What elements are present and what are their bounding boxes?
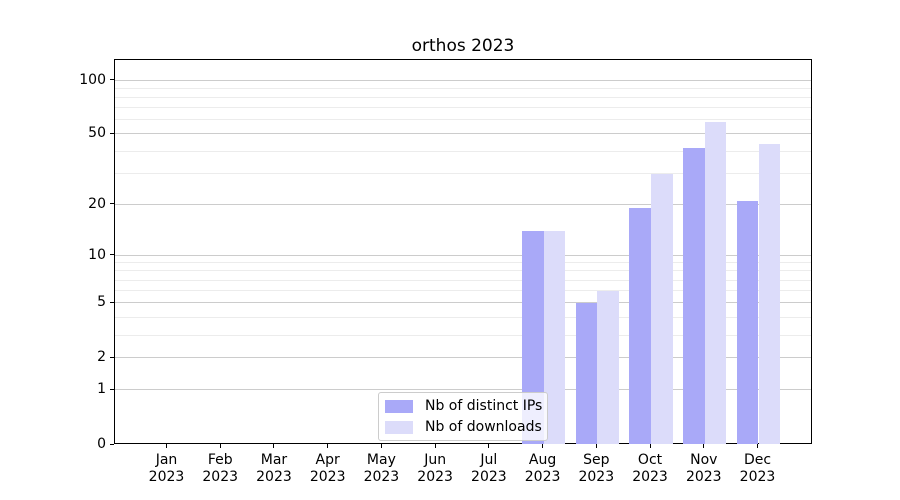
- x-tick-label-jan: Jan 2023: [148, 452, 185, 485]
- gridline-1: [115, 389, 811, 391]
- y-tick-mark-0: [110, 443, 114, 445]
- plot-area: [114, 59, 812, 444]
- ips-color-swatch: [385, 399, 413, 413]
- y-tick-label-0: 0: [97, 436, 106, 452]
- x-tick-mark-jul: [488, 444, 490, 448]
- gridline-5: [115, 302, 811, 304]
- gridline-90: [115, 87, 811, 89]
- bar-sep-distinct-ips: [575, 303, 598, 444]
- x-tick-label-feb: Feb 2023: [202, 452, 239, 485]
- bar-oct-downloads: [651, 173, 673, 444]
- y-tick-label-100: 100: [79, 71, 106, 88]
- bar-nov-distinct-ips: [683, 147, 705, 444]
- bar-sep-downloads: [597, 291, 619, 444]
- x-tick-mark-mar: [273, 444, 275, 448]
- bar-nov-downloads: [704, 121, 727, 444]
- x-tick-mark-oct: [649, 444, 651, 448]
- downloads-color-swatch: [385, 420, 413, 434]
- x-tick-label-aug: Aug 2023: [524, 452, 561, 485]
- x-tick-mark-jun: [434, 444, 436, 448]
- gridline-2: [115, 357, 811, 359]
- x-tick-mark-jan: [166, 444, 167, 448]
- y-tick-mark-1: [110, 388, 114, 390]
- bar-aug-distinct-ips: [521, 231, 544, 444]
- x-tick-label-sep: Sep 2023: [578, 452, 615, 485]
- y-tick-mark-10: [110, 254, 114, 256]
- gridline-70: [115, 107, 811, 109]
- bar-dec-downloads: [758, 144, 781, 444]
- x-tick-label-apr: Apr 2023: [309, 452, 346, 485]
- x-tick-label-mar: Mar 2023: [256, 452, 292, 485]
- x-tick-label-jun: Jun 2023: [417, 452, 453, 485]
- legend-label-downloads: Nb of downloads: [425, 419, 542, 435]
- y-tick-mark-20: [110, 203, 114, 205]
- gridline-60: [115, 119, 811, 121]
- y-tick-label-5: 5: [97, 294, 106, 311]
- y-tick-label-1: 1: [97, 381, 106, 398]
- gridline-80: [115, 96, 811, 98]
- gridline-9: [115, 262, 811, 264]
- bar-dec-distinct-ips: [736, 200, 759, 444]
- x-tick-mark-sep: [595, 444, 597, 448]
- x-tick-mark-feb: [219, 444, 221, 448]
- x-tick-label-may: May 2023: [363, 452, 400, 485]
- y-tick-label-20: 20: [88, 195, 106, 212]
- gridline-6: [115, 290, 811, 292]
- y-tick-mark-50: [110, 132, 114, 134]
- gridline-30: [115, 172, 811, 174]
- x-tick-label-dec: Dec 2023: [739, 452, 776, 485]
- x-tick-label-jul: Jul 2023: [471, 452, 507, 485]
- y-tick-mark-2: [110, 356, 114, 358]
- gridline-100: [115, 79, 811, 81]
- y-tick-label-10: 10: [88, 246, 106, 263]
- x-tick-label-oct: Oct 2023: [632, 452, 668, 485]
- x-tick-mark-may: [380, 444, 382, 448]
- y-tick-label-50: 50: [88, 125, 106, 142]
- x-tick-mark-nov: [703, 444, 705, 448]
- chart-title: orthos 2023: [411, 36, 515, 56]
- x-tick-mark-aug: [542, 444, 544, 448]
- gridline-50: [115, 133, 811, 135]
- legend: Nb of distinct IPs Nb of downloads: [378, 392, 548, 441]
- gridline-8: [115, 270, 811, 272]
- gridline-20: [115, 203, 811, 205]
- legend-label-distinct-ips: Nb of distinct IPs: [425, 398, 543, 414]
- gridline-3: [115, 334, 811, 336]
- legend-item-distinct-ips: Nb of distinct IPs: [385, 398, 543, 414]
- gridline-10: [115, 254, 811, 256]
- y-tick-label-2: 2: [97, 349, 106, 366]
- y-tick-mark-100: [110, 79, 114, 80]
- gridline-40: [115, 150, 811, 152]
- x-tick-mark-dec: [757, 444, 758, 448]
- x-tick-label-nov: Nov 2023: [685, 452, 722, 485]
- x-tick-mark-apr: [327, 444, 329, 448]
- gridline-7: [115, 279, 811, 281]
- bar-oct-distinct-ips: [629, 208, 652, 444]
- gridline-4: [115, 316, 811, 318]
- y-tick-mark-5: [110, 301, 114, 303]
- bar-aug-downloads: [543, 231, 566, 444]
- legend-item-downloads: Nb of downloads: [385, 419, 542, 435]
